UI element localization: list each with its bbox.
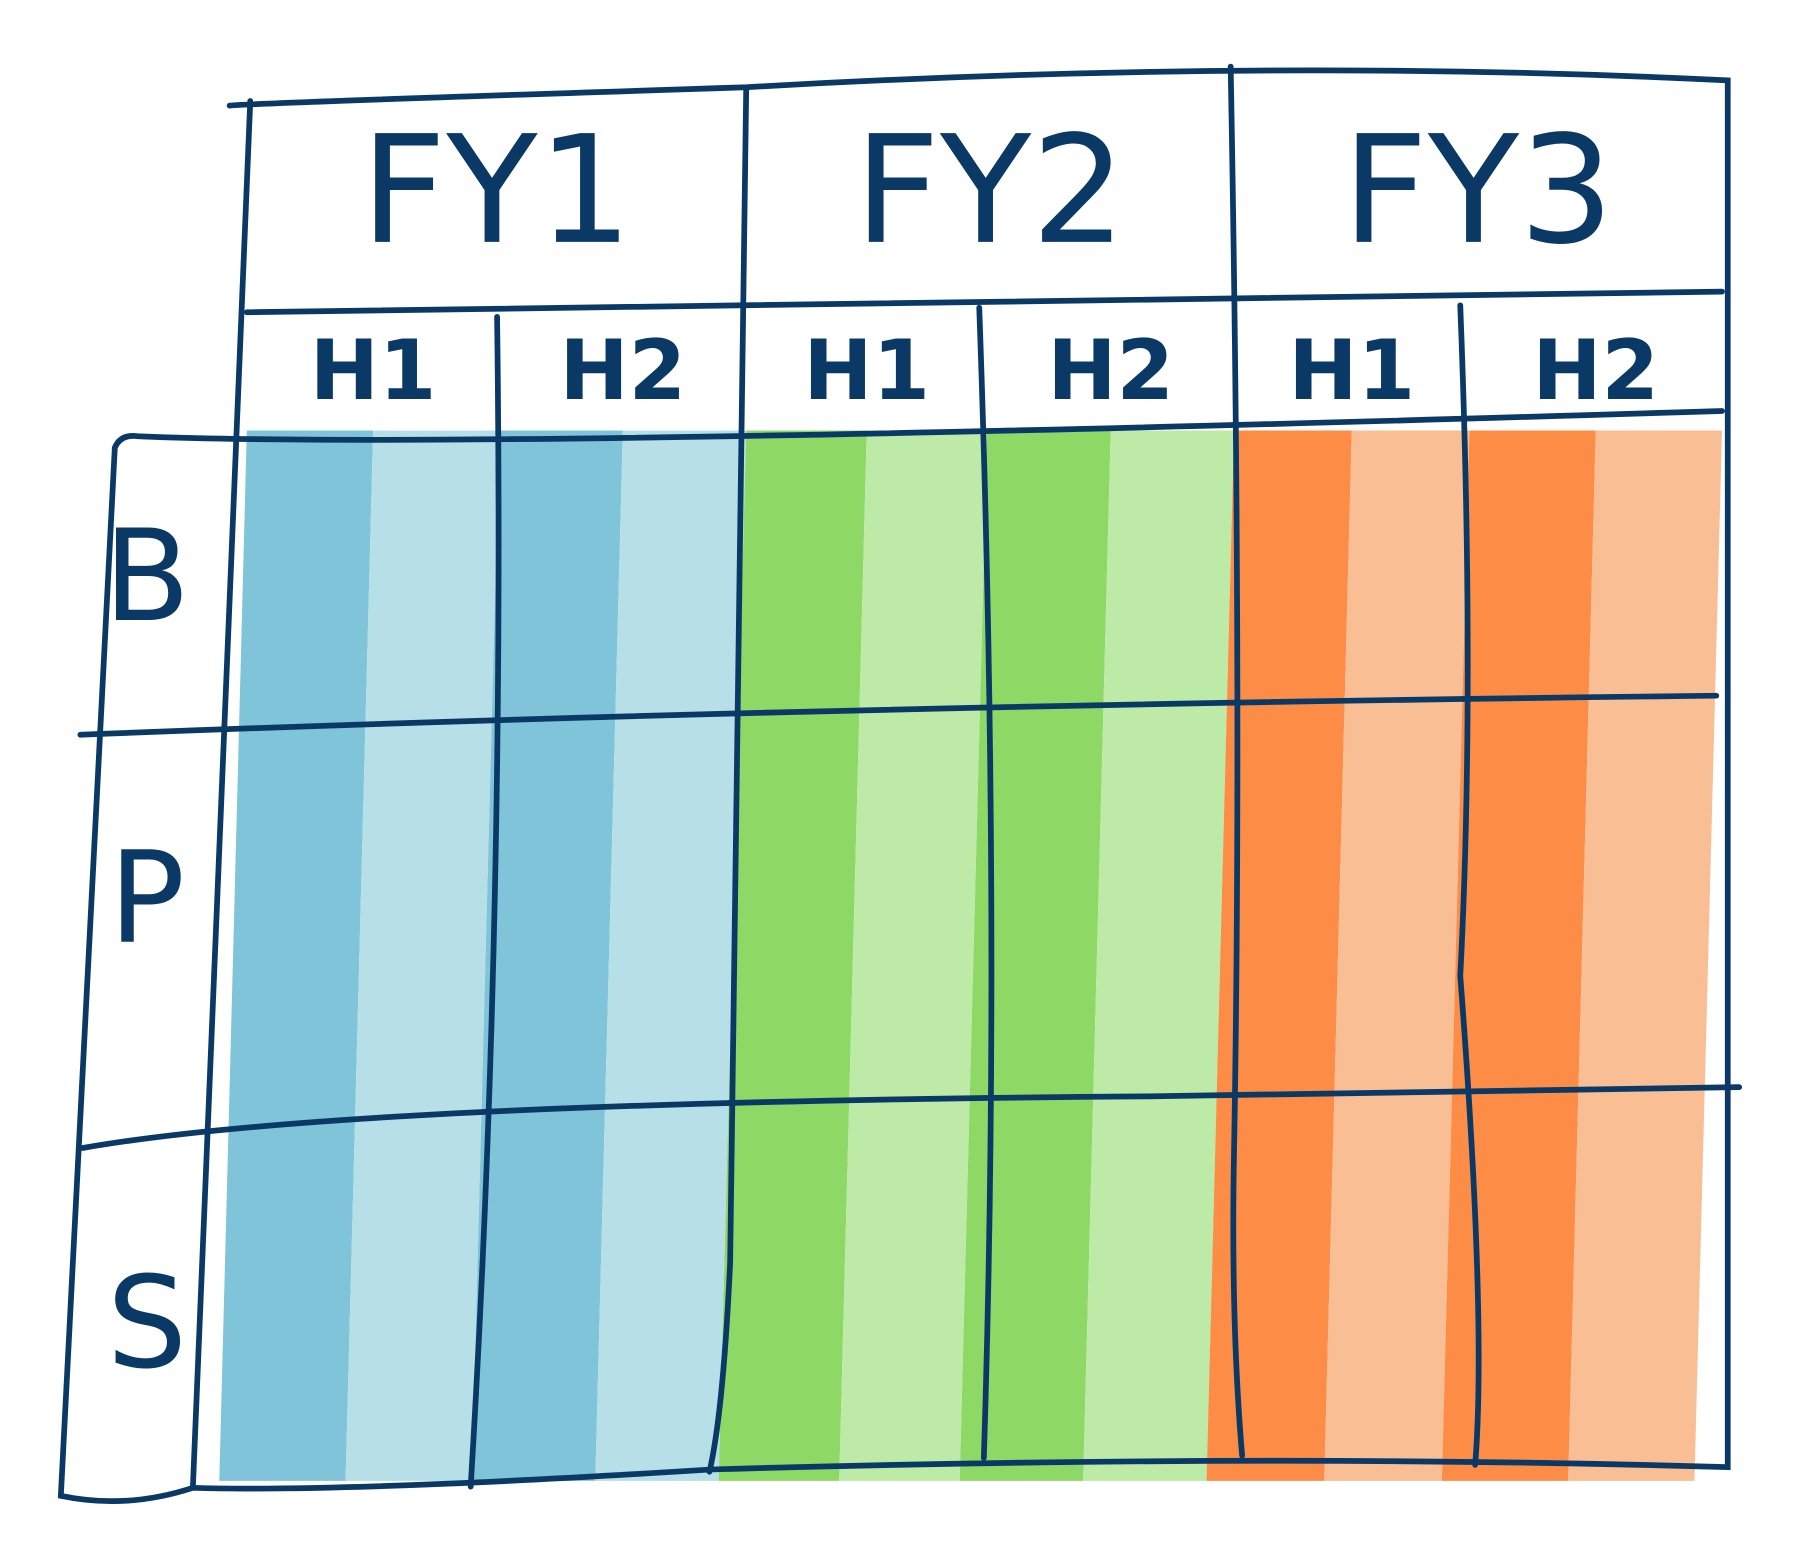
- row-label: B: [104, 503, 191, 650]
- h-line: [79, 1084, 1743, 1151]
- cell-dark: [219, 430, 374, 1481]
- row-label: P: [109, 825, 185, 972]
- cell-dark: [471, 430, 623, 1481]
- row-label: S: [107, 1249, 187, 1396]
- v-line: [706, 86, 750, 1475]
- cell-light: [1083, 430, 1235, 1481]
- half-label: H1: [803, 323, 930, 419]
- h-line: [243, 288, 1725, 316]
- cell-dark: [718, 430, 867, 1481]
- v-line: [467, 313, 502, 1490]
- h-line: [77, 692, 1720, 738]
- labels: FY1 H1 H2 FY2 H1 H2 FY3 H1 H2 B P S: [104, 104, 1659, 1396]
- half-label: H2: [1532, 323, 1659, 419]
- cell-light: [595, 430, 747, 1481]
- half-label: H2: [1047, 323, 1174, 419]
- year-label: FY3: [1342, 104, 1614, 278]
- cell-light: [839, 430, 988, 1481]
- year-label: FY1: [361, 104, 633, 278]
- cell-dark: [959, 430, 1111, 1481]
- grid-lines: [57, 63, 1743, 1505]
- half-label: H1: [310, 323, 437, 419]
- cell-fills: [219, 430, 1722, 1481]
- cell-light: [1568, 430, 1722, 1481]
- year-label: FY2: [854, 104, 1126, 278]
- cell-dark: [1441, 430, 1596, 1481]
- v-line: [1457, 302, 1482, 1468]
- v-line: [976, 304, 995, 1461]
- cell-light: [345, 430, 500, 1481]
- cell-light: [1324, 430, 1470, 1481]
- cell-dark: [1206, 430, 1352, 1481]
- half-label: H1: [1288, 323, 1415, 419]
- table-group: FY1 H1 H2 FY2 H1 H2 FY3 H1 H2 B P S: [57, 63, 1743, 1505]
- half-label: H2: [559, 323, 686, 419]
- v-line: [1227, 63, 1246, 1459]
- v-line: [189, 98, 254, 1491]
